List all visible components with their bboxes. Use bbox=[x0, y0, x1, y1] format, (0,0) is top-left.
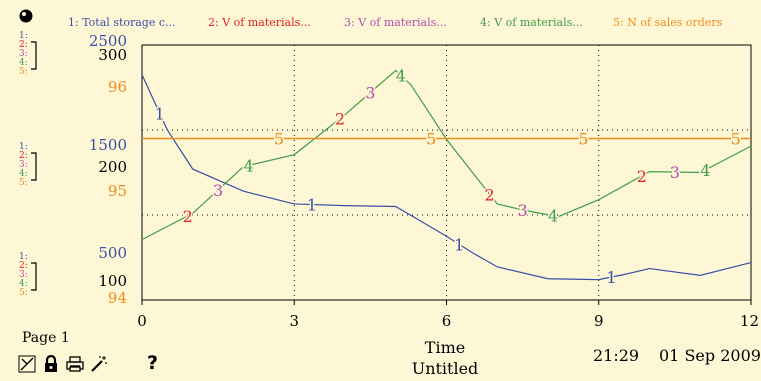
help-button[interactable]: ? bbox=[147, 352, 159, 374]
y-tick-label: 100 bbox=[98, 272, 127, 290]
y-tick-label: 500 bbox=[98, 244, 127, 262]
legend-item-5[interactable]: 5: N of sales orders bbox=[613, 16, 723, 29]
series-marker-1: 1 bbox=[155, 104, 165, 123]
series-marker-1: 1 bbox=[307, 196, 317, 215]
series-marker-3: 3 bbox=[518, 201, 528, 220]
y-tick-label: 94 bbox=[108, 289, 127, 307]
axis-key-1-5: 5: bbox=[19, 67, 28, 77]
axis-key-1-3: 3: bbox=[19, 49, 28, 59]
axis-key-2-5: 5: bbox=[19, 178, 28, 188]
x-tick-label: 12 bbox=[740, 312, 759, 330]
series-marker-5: 5 bbox=[426, 130, 436, 149]
graph-title: Untitled bbox=[411, 359, 479, 378]
series-marker-3: 3 bbox=[365, 84, 375, 103]
series-marker-3: 3 bbox=[670, 163, 680, 182]
series-lines bbox=[141, 69, 752, 281]
y-tick-label: 1500 bbox=[89, 136, 127, 154]
axis-key-3-2: 2: bbox=[19, 261, 28, 271]
legend-item-3[interactable]: 3: V of materials... bbox=[344, 16, 447, 29]
x-tick-label: 6 bbox=[442, 312, 452, 330]
axis-key-2-3: 3: bbox=[19, 160, 28, 170]
page-label: Page 1 bbox=[22, 330, 70, 346]
axis-key-2-4: 4: bbox=[19, 169, 28, 179]
series-marker-5: 5 bbox=[731, 130, 741, 149]
y-tick-label: 300 bbox=[98, 46, 127, 64]
axis-key-bracket bbox=[31, 41, 37, 70]
y-tick-label: 95 bbox=[108, 182, 127, 200]
print-icon[interactable] bbox=[66, 355, 84, 373]
axis-keys: 1:2:3:4:5:1:2:3:4:5:1:2:3:4:5: bbox=[19, 31, 37, 298]
series-marker-4: 4 bbox=[243, 156, 253, 175]
toolbar bbox=[18, 353, 108, 375]
axis-key-3-3: 3: bbox=[19, 270, 28, 280]
plot-frame bbox=[141, 44, 752, 301]
x-tick-label: 9 bbox=[594, 312, 604, 330]
series-marker-4: 4 bbox=[548, 207, 558, 226]
axis-key-3-4: 4: bbox=[19, 279, 28, 289]
series-marker-2: 2 bbox=[485, 185, 495, 204]
x-tick-label: 3 bbox=[289, 312, 299, 330]
date: 01 Sep 2009 bbox=[659, 346, 761, 365]
y-tick-label: 200 bbox=[98, 158, 127, 176]
legend-item-4[interactable]: 4: V of materials... bbox=[480, 16, 583, 29]
grid bbox=[142, 45, 751, 300]
axis-key-3-5: 5: bbox=[19, 288, 28, 298]
plot-area bbox=[141, 44, 752, 301]
series-marker-3: 3 bbox=[213, 181, 223, 200]
y-tick-label: 2500 bbox=[89, 32, 127, 50]
legend-item-2[interactable]: 2: V of materials... bbox=[208, 16, 311, 29]
legend-item-1[interactable]: 1: Total storage c... bbox=[68, 16, 176, 29]
lock-icon[interactable] bbox=[42, 355, 60, 373]
series-marker-5: 5 bbox=[274, 130, 284, 149]
series-line-1 bbox=[141, 74, 752, 281]
series-line-4 bbox=[141, 69, 752, 241]
x-tick-label: 0 bbox=[137, 312, 147, 330]
x-axis-title: Time bbox=[424, 338, 466, 357]
axis-key-3-1: 1: bbox=[19, 252, 28, 262]
axis-key-1-1: 1: bbox=[19, 31, 28, 41]
y-tick-label: 96 bbox=[108, 78, 127, 96]
series-marker-2: 2 bbox=[335, 110, 345, 129]
series-marker-5: 5 bbox=[578, 130, 588, 149]
axis-key-bracket bbox=[31, 262, 37, 291]
wand-icon[interactable] bbox=[90, 355, 108, 373]
series-marker-1: 1 bbox=[454, 235, 464, 254]
pin-icon[interactable] bbox=[18, 8, 34, 24]
series-marker-2: 2 bbox=[183, 207, 193, 226]
series-marker-4: 4 bbox=[700, 161, 710, 180]
clock: 21:29 bbox=[593, 346, 640, 365]
axis-key-2-1: 1: bbox=[19, 142, 28, 152]
series-labels: 1 1 1 1 2 2 2 2 3 3 3 3 4 4 4 4 5 5 5 5 bbox=[153, 65, 742, 289]
axis-key-bracket bbox=[31, 152, 37, 181]
axis-key-1-4: 4: bbox=[19, 58, 28, 68]
series-marker-4: 4 bbox=[396, 66, 406, 85]
series-marker-2: 2 bbox=[637, 167, 647, 186]
pointer-icon[interactable] bbox=[18, 355, 36, 373]
legend: 1: Total storage c... 2: V of materials..… bbox=[68, 16, 723, 29]
axis-key-2-2: 2: bbox=[19, 151, 28, 161]
series-marker-1: 1 bbox=[606, 268, 616, 287]
axis-key-1-2: 2: bbox=[19, 40, 28, 50]
